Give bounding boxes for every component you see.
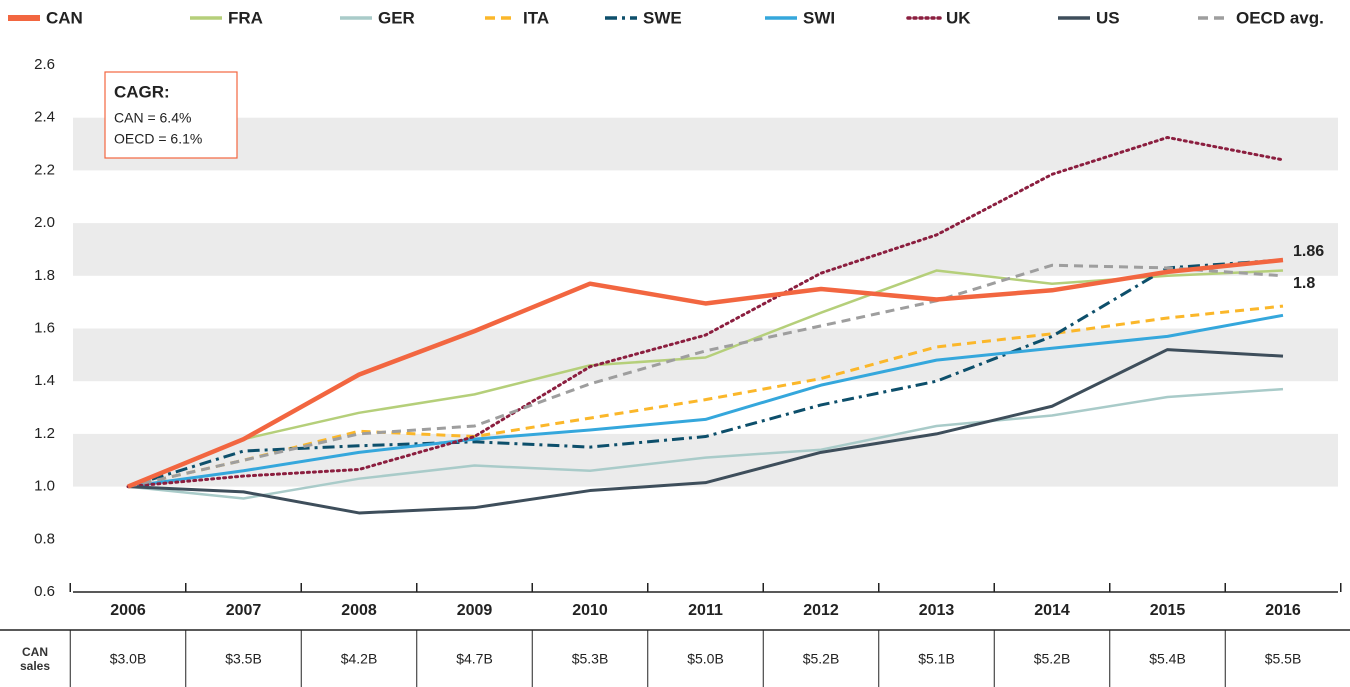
table-cell: $4.7B <box>456 651 493 667</box>
legend-label: US <box>1096 8 1120 27</box>
legend-label: FRA <box>228 8 263 27</box>
table-cell: $5.4B <box>1149 651 1186 667</box>
series-line <box>127 387 1284 500</box>
table-cell: $5.0B <box>687 651 724 667</box>
series-line <box>127 304 1284 489</box>
legend-label: CAN <box>46 8 83 27</box>
x-tick-label: 2010 <box>572 602 608 619</box>
x-tick-label: 2008 <box>341 602 377 619</box>
x-tick-label: 2009 <box>457 602 493 619</box>
x-tick-label: 2011 <box>688 602 723 619</box>
y-tick-label: 1.8 <box>34 267 55 284</box>
table-cell: $5.2B <box>803 651 840 667</box>
series-line <box>127 269 1284 488</box>
annotation-box <box>104 71 238 159</box>
table-cell: $5.1B <box>918 651 955 667</box>
series-line <box>127 258 1284 489</box>
table-cell: $5.2B <box>1034 651 1071 667</box>
grid-band <box>73 328 1338 382</box>
end-label: 1.86 <box>1293 243 1324 260</box>
table-cell: $5.5B <box>1265 651 1302 667</box>
grid-band <box>73 433 1338 487</box>
y-tick-label: 2.2 <box>34 161 55 178</box>
x-tick-label: 2015 <box>1150 602 1186 619</box>
legend-label: ITA <box>523 8 549 27</box>
legend-label: GER <box>378 8 415 27</box>
series-line <box>127 257 1284 489</box>
x-tick-label: 2007 <box>226 602 262 619</box>
y-tick-label: 2.0 <box>34 214 55 231</box>
x-tick-label: 2006 <box>110 602 146 619</box>
y-tick-label: 1.2 <box>34 425 55 442</box>
grid-band <box>73 117 1338 171</box>
x-tick-label: 2014 <box>1034 602 1070 619</box>
table-cell: $3.0B <box>110 651 147 667</box>
y-tick-label: 1.6 <box>34 319 55 336</box>
series-line <box>127 313 1284 489</box>
table-header: CAN sales <box>0 630 70 687</box>
table-cell: $5.3B <box>572 651 609 667</box>
table-header-text: CAN sales <box>19 644 51 673</box>
y-tick-label: 1.4 <box>34 372 55 389</box>
series-line <box>126 135 1285 489</box>
annotation-line: OECD = 6.1% <box>114 131 202 147</box>
table-cell: $4.2B <box>341 651 378 667</box>
x-tick-label: 2013 <box>919 602 955 619</box>
grid-band <box>73 223 1338 276</box>
legend-label: OECD avg. <box>1236 8 1324 27</box>
annotation-line: CAN = 6.4% <box>114 110 191 126</box>
table-cell: $3.5B <box>225 651 262 667</box>
y-tick-label: 0.8 <box>34 530 55 547</box>
y-tick-label: 2.6 <box>34 56 55 73</box>
x-tick-label: 2016 <box>1265 602 1301 619</box>
end-label: 1.8 <box>1293 275 1315 292</box>
y-tick-label: 0.6 <box>34 583 55 600</box>
series-line <box>127 263 1284 489</box>
annotation-title: CAGR: <box>114 82 170 101</box>
legend-label: UK <box>946 8 971 27</box>
legend-label: SWE <box>643 8 682 27</box>
y-tick-label: 1.0 <box>34 478 55 495</box>
y-tick-label: 2.4 <box>34 109 55 126</box>
x-tick-label: 2012 <box>803 602 839 619</box>
legend-label: SWI <box>803 8 835 27</box>
series-line <box>127 348 1284 515</box>
